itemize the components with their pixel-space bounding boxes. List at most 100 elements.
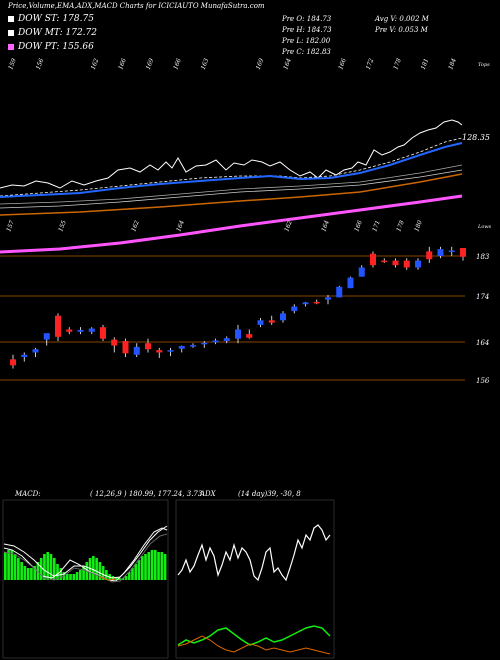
bottom-tick-label: 162 [283,219,294,232]
macd-zero-cross [99,576,117,581]
macd-hist-bar [39,558,43,580]
candle-body [122,340,129,354]
macd-hist-bar [59,568,63,580]
candle-body [77,329,84,332]
macd-panel [2,499,169,659]
candle-body [381,260,388,263]
candle-body [392,260,399,266]
legend-dow-mt: DOW MT: 172.72 [8,28,97,38]
legend-label-mt: DOW MT: 172.72 [18,28,97,38]
macd-hist-bar [88,558,92,580]
macd-hist-bar [49,554,53,580]
macd-label: MACD: [15,490,41,498]
macd-hist-bar [92,556,95,580]
macd-hist-bar [52,558,56,580]
bottom-tick-label: 164 [320,219,331,232]
top-tick-label: 178 [392,57,403,70]
candle-body [403,260,410,268]
top-tick-label: 156 [35,57,46,70]
adx-params: (14 day)39, -30, 8 [238,490,301,498]
macd-hist-bar [163,554,167,580]
macd-hist-bar [134,564,138,580]
candle-body [21,354,28,358]
bottom-tick-label: 157 [5,219,16,232]
macd-hist-bar [144,554,147,580]
candle-body [358,267,365,277]
prev-volume: Pre V: 0.053 M [375,26,428,34]
macd-hist-bar [82,566,85,580]
macd-hist-bar [114,577,118,580]
legend-label-st: DOW ST: 178.75 [18,14,94,24]
ema-panel: 159 156 162 166 169 166 163 169 164 166 172 178 181 1… [0,57,492,254]
ema-grey-line-2 [0,169,463,209]
candle-body [437,249,444,256]
lows-axis-label: Lows [477,224,492,230]
top-tick-label: 159 [7,57,18,70]
top-tick-label: 163 [200,57,211,70]
macd-hist-bar [13,554,17,580]
candle-body [223,338,230,341]
macd-dark-line [3,533,168,583]
candle-body [347,277,354,289]
macd-hist-bar [147,552,151,580]
candles [10,246,466,369]
top-tick-labels: 159 156 162 166 169 166 163 169 164 166 172 178 181 1… [7,57,458,70]
candle-body [190,345,196,347]
macd-hist-bar [7,550,10,580]
candle-body [55,315,61,337]
top-tick-label: 169 [255,57,266,70]
legend-label-pt: DOW PT: 155.66 [18,42,94,52]
candle-body [10,359,16,366]
candle-body [426,251,433,260]
top-tick-label: 166 [172,57,183,70]
prev-open: Pre O: 184.73 [282,15,332,23]
macd-hist-bar [30,568,33,580]
price-axis-label-183: 183 [476,253,490,261]
trend-magenta-line [0,194,463,254]
bottom-tick-label: 155 [57,219,68,232]
tops-axis-label: Tops [478,62,490,68]
price-label-128: 128.35 [462,133,490,142]
macd-hist-bar [65,574,69,580]
candle-body [257,320,264,325]
candle-body [145,343,151,350]
macd-params: ( 12,26,9 ) 180.99, 177.24, 3.73 [90,490,203,498]
macd-hist-bar [36,562,40,580]
candle-body [111,339,118,346]
candle-body [302,302,309,305]
top-tick-label: 172 [365,57,376,70]
candle-body [370,253,376,266]
adx-panel [175,499,335,659]
prev-close: Pre C: 182.83 [282,48,331,56]
macd-hist-bar [10,550,14,580]
macd-hist-bar [101,566,105,580]
candle-body [268,320,275,323]
macd-hist-bar [131,568,134,580]
macd-hist-bar [46,552,50,580]
candle-body [133,346,140,355]
top-tick-label: 169 [145,57,156,70]
candle-body [212,340,219,343]
price-axis-label-164: 164 [476,339,489,347]
avg-volume: Avg V: 0.002 M [375,15,429,23]
adx-green-line [177,625,331,646]
macd-histogram [4,550,167,580]
bottom-tick-label: 166 [353,219,364,232]
macd-hist-bar [105,570,108,580]
candle-body [313,301,320,304]
macd-hist-bar [4,552,7,580]
candle-body [336,286,343,298]
candle-body [325,297,331,300]
candle-body [66,329,73,332]
bottom-tick-label: 178 [395,219,406,232]
candle-body [415,260,421,268]
adx-white-line [177,524,331,582]
candle-body [235,329,241,339]
macd-signal-line [3,525,168,579]
ema-orange-line [0,173,463,216]
macd-hist-bar [23,566,27,580]
legend-dow-pt: DOW PT: 155.66 [8,42,94,52]
bottom-tick-label: 164 [175,219,186,232]
prev-high: Pre H: 184.73 [282,26,332,34]
macd-hist-bar [20,562,23,580]
